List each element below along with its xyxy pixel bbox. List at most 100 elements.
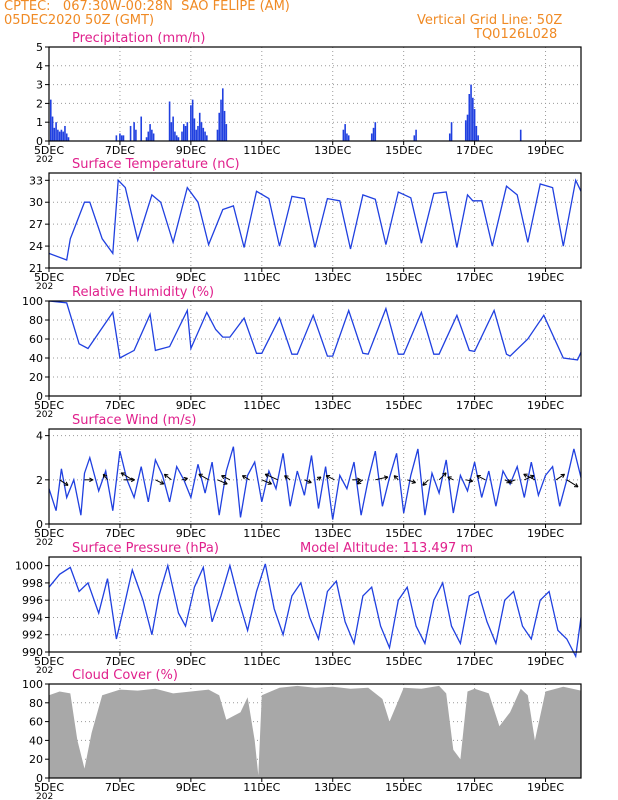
- precip-bar: [49, 99, 52, 141]
- precip-bar: [175, 135, 178, 141]
- panel-1: 21 24 27 30 33 5DEC 7DEC 9DEC 11DEC 13DEC 15DEC 17D…: [29, 157, 582, 292]
- precip-bar: [57, 129, 59, 141]
- precip-bar: [202, 127, 205, 141]
- precip-bar: [344, 124, 346, 141]
- x-tick-label: 19DEC: [527, 781, 564, 794]
- precip-bar: [149, 124, 151, 141]
- precip-bar: [470, 84, 472, 141]
- x-tick-label: 17DEC: [456, 399, 493, 412]
- x-tick-label: 15DEC: [385, 271, 422, 284]
- x-tick-label: 15DEC: [385, 781, 422, 794]
- x-tick-label: 15DEC: [385, 655, 422, 668]
- x-tick-label: 17DEC: [456, 144, 493, 157]
- precip-bar: [140, 116, 143, 141]
- x-tick-label: 9DEC: [176, 781, 206, 794]
- precip-bar: [472, 97, 474, 141]
- x-year-fragment: 202: [36, 666, 53, 676]
- y-tick-label: 4: [36, 430, 43, 443]
- x-tick-label: 19DEC: [527, 144, 564, 157]
- x-tick-label: 5DEC: [34, 781, 64, 794]
- y-tick-label: 0: [36, 772, 43, 785]
- x-tick-label: 13DEC: [314, 399, 351, 412]
- panel-frame: [48, 556, 582, 653]
- precip-bar: [62, 131, 64, 141]
- wind-vector: [465, 479, 473, 482]
- y-tick-label: 2: [36, 474, 43, 487]
- wind-vector: [304, 479, 312, 484]
- precip-bar: [51, 116, 54, 141]
- wind-vector: [198, 473, 209, 481]
- wind-vector-head: [223, 480, 228, 485]
- y-tick-label: 1: [36, 116, 43, 129]
- precip-bar: [129, 125, 132, 141]
- x-tick-label: 7DEC: [105, 271, 135, 284]
- precip-bar: [347, 135, 350, 141]
- y-tick-label: 996: [22, 594, 43, 607]
- wind-vector-head: [241, 475, 247, 480]
- precip-bar: [190, 105, 192, 141]
- x-tick-label: 19DEC: [527, 399, 564, 412]
- x-tick-label: 19DEC: [527, 271, 564, 284]
- y-tick-label: 40: [29, 352, 43, 365]
- precip-bar: [197, 125, 199, 141]
- wind-vector: [407, 479, 416, 484]
- wind-vector: [264, 473, 278, 481]
- y-tick-label: 21: [29, 262, 43, 275]
- x-tick-label: 15DEC: [385, 527, 422, 540]
- precip-bar: [181, 131, 183, 141]
- x-tick-label: 7DEC: [105, 144, 135, 157]
- precip-bar: [135, 129, 137, 141]
- x-tick-label: 15DEC: [385, 144, 422, 157]
- y-tick-label: 3: [36, 79, 43, 92]
- precip-bar: [170, 122, 173, 141]
- wind-vector-head: [356, 480, 362, 485]
- wind-vector: [284, 475, 291, 481]
- y-tick-label: 24: [29, 240, 43, 253]
- panel-4: 990 992 994 996 998 1000 5DEC 7DEC 9DEC 11DEC 13DE…: [15, 541, 582, 676]
- precip-bar: [65, 133, 68, 141]
- x-tick-label: 9DEC: [176, 655, 206, 668]
- wind-vector-head: [120, 472, 126, 477]
- wind-vector: [523, 473, 536, 481]
- wind-vector-head: [316, 476, 322, 481]
- precip-bar: [195, 129, 197, 141]
- x-tick-label: 5DEC: [34, 144, 64, 157]
- x-tick-label: 11DEC: [243, 527, 280, 540]
- x-tick-label: 7DEC: [105, 655, 135, 668]
- wind-vector-head: [284, 475, 289, 480]
- precip-bar: [450, 122, 453, 141]
- wind-vector-head: [508, 479, 513, 484]
- wind-vector-head: [221, 474, 226, 480]
- precip-bar: [147, 131, 150, 141]
- x-tick-label: 7DEC: [105, 527, 135, 540]
- run-date: 05DEC2020 50Z (GMT): [4, 13, 155, 28]
- panel-0: 0 1 2 3 4 5 5DEC 7DEC 9DEC 11DEC 13DEC 15DEC 17DEC 19…: [34, 31, 582, 165]
- precip-bar: [216, 129, 219, 141]
- wind-vector: [221, 475, 231, 481]
- wind-vector-head: [307, 479, 312, 484]
- x-year-fragment: 202: [36, 410, 53, 420]
- wind-vector-head: [89, 477, 94, 483]
- x-tick-label: 13DEC: [314, 144, 351, 157]
- x-tick-label: 9DEC: [176, 144, 206, 157]
- panel-frame: [48, 172, 582, 269]
- panel-frame: [48, 300, 582, 397]
- x-tick-label: 13DEC: [314, 655, 351, 668]
- x-tick-label: 5DEC: [34, 271, 64, 284]
- x-tick-label: 7DEC: [105, 781, 135, 794]
- wind-vector: [217, 479, 228, 485]
- x-tick-label: 19DEC: [527, 527, 564, 540]
- wind-vector: [120, 472, 133, 481]
- y-tick-label: 60: [29, 333, 43, 346]
- precip-bar: [477, 135, 479, 141]
- precip-bar: [218, 112, 221, 141]
- precip-bar: [475, 125, 478, 141]
- precip-bar: [221, 88, 224, 141]
- precip-bar: [182, 124, 185, 141]
- wind-vector: [508, 479, 516, 484]
- wind-vector: [164, 473, 172, 481]
- wind-vector: [422, 479, 429, 486]
- wind-vector-head: [325, 474, 331, 480]
- x-tick-label: 11DEC: [243, 781, 280, 794]
- precip-bar: [184, 125, 187, 141]
